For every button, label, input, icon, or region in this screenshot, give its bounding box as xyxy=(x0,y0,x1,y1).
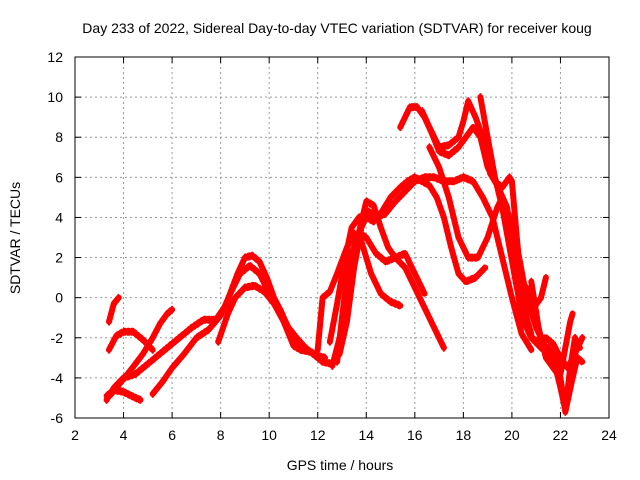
grid xyxy=(75,57,609,418)
series-marker-edge xyxy=(316,235,402,354)
x-tick-label: 12 xyxy=(310,427,326,443)
series-line xyxy=(314,230,404,353)
series-marker-edge xyxy=(151,179,533,398)
y-tick-label: 6 xyxy=(55,169,63,185)
y-tick-label: 4 xyxy=(55,209,63,225)
series-marker-edge xyxy=(336,235,426,366)
y-axis-label: SDTVAR / TECUs xyxy=(7,182,23,294)
y-tick-label: 12 xyxy=(47,49,63,65)
series-line xyxy=(106,328,156,353)
x-tick-label: 24 xyxy=(601,427,617,443)
y-tick-label: -6 xyxy=(51,410,64,426)
series-marker-edge xyxy=(108,293,120,320)
series-line xyxy=(215,282,304,353)
y-tick-label: 0 xyxy=(55,290,63,306)
series-marker-edge xyxy=(331,203,445,370)
series-marker-edge xyxy=(328,173,487,340)
x-tick-label: 22 xyxy=(553,427,569,443)
series-marker-edge xyxy=(217,281,302,348)
series-marker-edge xyxy=(108,299,120,326)
series-line xyxy=(108,306,176,397)
series-marker-edge xyxy=(328,179,487,346)
y-tick-label: 10 xyxy=(47,89,63,105)
x-tick-label: 8 xyxy=(217,427,225,443)
x-tick-label: 4 xyxy=(120,427,128,443)
series-marker-edge xyxy=(530,283,584,416)
y-tick-label: -2 xyxy=(51,330,64,346)
series-marker-edge xyxy=(479,99,584,372)
y-tick-label: -4 xyxy=(51,370,64,386)
series-marker-edge xyxy=(151,173,533,392)
series-marker-edge xyxy=(547,309,574,372)
x-tick-label: 14 xyxy=(358,427,374,443)
series-group xyxy=(103,93,586,416)
x-tick-label: 20 xyxy=(504,427,520,443)
x-axis-label: GPS time / hours xyxy=(287,457,394,473)
x-tick-label: 18 xyxy=(456,427,472,443)
y-tick-label: 2 xyxy=(55,250,63,266)
x-tick-label: 2 xyxy=(71,427,79,443)
x-tick-label: 6 xyxy=(168,427,176,443)
series-marker-edge xyxy=(525,273,547,306)
series-marker-edge xyxy=(108,327,154,348)
plot-frame xyxy=(74,56,610,419)
x-tick-label: 16 xyxy=(407,427,423,443)
chart-title: Day 233 of 2022, Sidereal Day-to-day VTE… xyxy=(82,20,591,36)
series-marker-edge xyxy=(105,385,142,398)
series-marker-edge xyxy=(547,315,574,378)
series-marker-edge xyxy=(110,311,174,398)
series-marker-edge xyxy=(108,333,154,354)
series-marker-edge xyxy=(217,287,302,354)
y-tick-label: 8 xyxy=(55,129,63,145)
x-tick-label: 10 xyxy=(261,427,277,443)
series-marker-edge xyxy=(110,305,174,392)
